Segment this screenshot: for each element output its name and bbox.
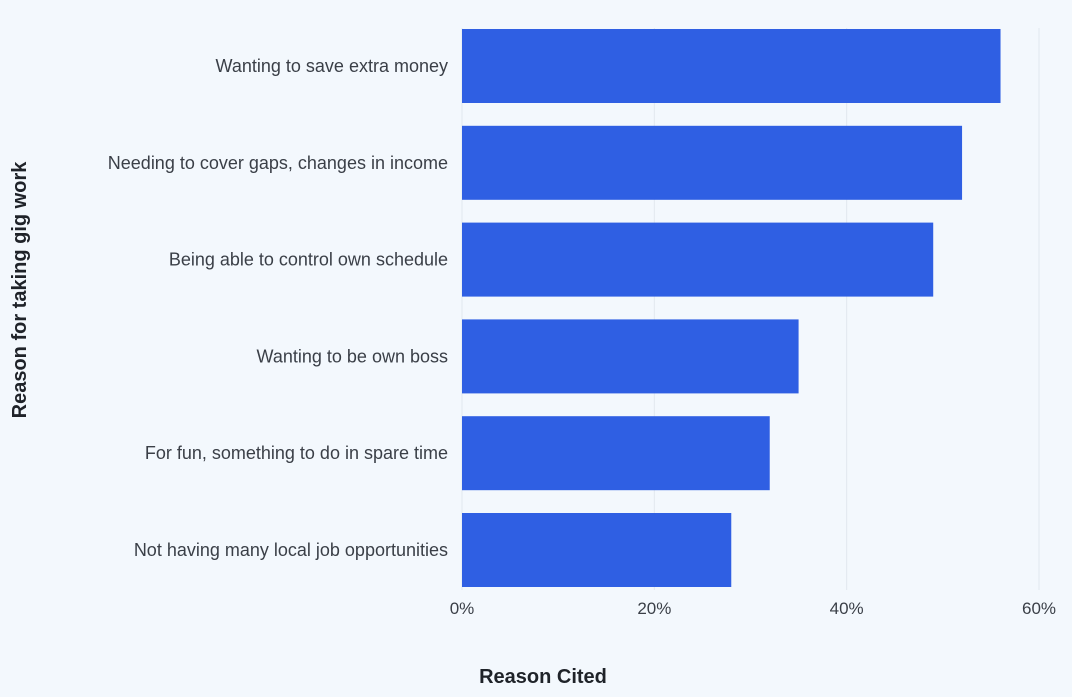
category-label: For fun, something to do in spare time bbox=[145, 443, 448, 463]
x-tick-label: 60% bbox=[1022, 599, 1056, 618]
bar bbox=[462, 416, 770, 491]
x-tick-labels: 0% 20% 40% 60% bbox=[450, 599, 1056, 618]
bar bbox=[462, 513, 732, 587]
category-label: Not having many local job opportunities bbox=[134, 540, 448, 560]
x-axis-title: Reason Cited bbox=[479, 666, 607, 688]
category-label: Wanting to save extra money bbox=[216, 56, 448, 76]
y-axis-title: Reason for taking gig work bbox=[9, 161, 31, 419]
bars bbox=[462, 29, 1001, 587]
bar bbox=[462, 222, 934, 297]
gridlines bbox=[461, 28, 1040, 590]
category-label: Wanting to be own boss bbox=[257, 346, 448, 366]
bar bbox=[462, 125, 963, 200]
category-label: Needing to cover gaps, changes in income bbox=[108, 153, 448, 173]
x-tick-label: 20% bbox=[637, 599, 671, 618]
category-labels: Wanting to save extra money Needing to co… bbox=[108, 56, 448, 560]
bar bbox=[462, 319, 799, 394]
x-tick-label: 0% bbox=[450, 599, 475, 618]
category-label: Being able to control own schedule bbox=[169, 250, 448, 270]
x-tick-label: 40% bbox=[830, 599, 864, 618]
bar bbox=[462, 29, 1001, 103]
